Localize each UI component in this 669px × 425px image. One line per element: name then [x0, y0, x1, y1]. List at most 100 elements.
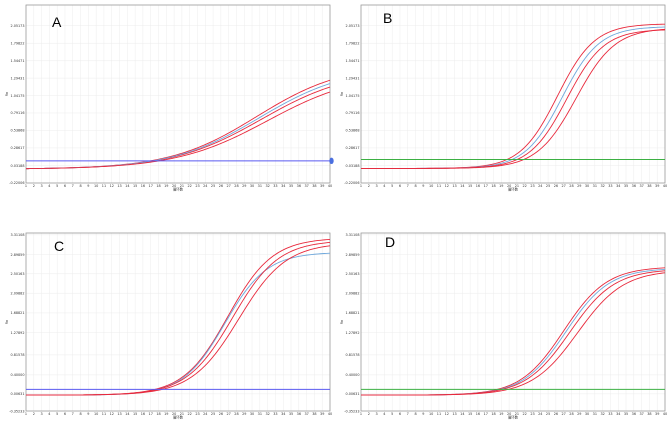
x-tick-label: 32 [600, 184, 604, 188]
panel-label-c: C [54, 238, 65, 254]
y-tick-label: 2.89859 [345, 253, 359, 257]
x-tick-label: 29 [577, 184, 581, 188]
x-tick-label: 9 [87, 412, 89, 416]
x-tick-label: 19 [499, 184, 503, 188]
x-tick-label: 2 [33, 412, 35, 416]
panel-label-b: B [383, 10, 393, 26]
amplification-curve [25, 241, 331, 396]
x-tick-label: 16 [476, 184, 480, 188]
x-tick-label: 2 [368, 412, 370, 416]
y-tick-label: 0.00631 [10, 392, 24, 396]
x-tick-label: 3 [376, 184, 378, 188]
x-tick-label: 17 [484, 412, 488, 416]
x-tick-label: 26 [219, 412, 223, 416]
x-tick-label: 8 [414, 184, 416, 188]
threshold-handle[interactable] [329, 157, 334, 165]
y-tick-label: 2.09882 [345, 291, 359, 295]
y-tick-label: 1.68821 [345, 311, 359, 315]
amplification-curve [26, 252, 331, 396]
x-tick-label: 33 [273, 412, 277, 416]
x-tick-label: 31 [258, 184, 262, 188]
x-tick-label: 11 [437, 184, 441, 188]
x-tick-label: 28 [569, 184, 573, 188]
amplification-plot-c: -0.35233 0.00631 0.40000 0.81578 1.27892 1.68… [5, 232, 332, 420]
x-tick-label: 39 [655, 412, 659, 416]
x-tick-label: 23 [195, 412, 199, 416]
x-tick-label: 25 [546, 184, 550, 188]
x-tick-label: 15 [468, 184, 472, 188]
y-tick-label: 2.50163 [10, 272, 24, 276]
x-tick-label: 6 [64, 184, 66, 188]
x-tick-label: 33 [608, 184, 612, 188]
amplification-curve [361, 267, 666, 396]
x-tick-label: 10 [94, 412, 98, 416]
y-tick-label: -0.22006 [344, 181, 359, 185]
x-tick-label: 4 [383, 412, 385, 416]
x-tick-label: 37 [304, 184, 308, 188]
x-tick-label: 36 [632, 412, 636, 416]
x-tick-label: 38 [647, 184, 651, 188]
x-tick-label: 30 [250, 184, 254, 188]
x-tick-label: 13 [117, 412, 121, 416]
x-tick-label: 31 [593, 412, 597, 416]
y-tick-label: 1.04175 [345, 94, 359, 98]
x-tick-label: 3 [41, 412, 43, 416]
x-tick-label: 12 [110, 412, 114, 416]
x-tick-label: 39 [655, 184, 659, 188]
x-tick-label: 11 [102, 412, 106, 416]
x-tick-label: 8 [79, 412, 81, 416]
x-tick-label: 28 [234, 412, 238, 416]
x-tick-label: 38 [312, 412, 316, 416]
x-tick-label: 28 [569, 412, 573, 416]
x-tick-label: 25 [211, 412, 215, 416]
y-tick-label: 2.50163 [345, 272, 359, 276]
x-tick-label: 35 [289, 412, 293, 416]
x-tick-label: 4 [48, 184, 50, 188]
x-tick-label: 7 [72, 412, 74, 416]
chart-panel-a: -0.22006 0.03188 0.28617 0.53868 0.79116 1.04… [0, 0, 334, 192]
y-tick-label: 2.09882 [10, 291, 24, 295]
x-tick-label: 28 [234, 184, 238, 188]
x-tick-label: 27 [227, 184, 231, 188]
y-tick-label: 1.27892 [10, 331, 24, 335]
y-tick-label: 1.54471 [345, 59, 359, 63]
y-tick-label: 1.29431 [345, 76, 359, 80]
y-tick-label: 0.00631 [345, 392, 359, 396]
x-axis-label: 循环数 [508, 187, 519, 192]
y-tick-label: 1.04175 [10, 94, 24, 98]
x-tick-label: 39 [320, 412, 324, 416]
amplification-plot-b: -0.22006 0.03188 0.28617 0.53868 0.79116 1.04… [340, 4, 667, 192]
x-tick-label: 13 [452, 412, 456, 416]
x-tick-label: 31 [593, 184, 597, 188]
x-tick-label: 29 [242, 412, 246, 416]
x-tick-label: 32 [600, 412, 604, 416]
x-tick-label: 27 [562, 184, 566, 188]
x-tick-label: 2 [368, 184, 370, 188]
y-axis-label: Rn [340, 92, 344, 97]
x-tick-label: 20 [172, 184, 176, 188]
y-tick-label: 2.05173 [10, 24, 24, 28]
amplification-curve [25, 245, 331, 396]
x-tick-label: 40 [328, 184, 332, 188]
x-tick-label: 30 [250, 412, 254, 416]
x-tick-label: 4 [383, 184, 385, 188]
x-tick-label: 32 [265, 184, 269, 188]
x-tick-label: 17 [149, 184, 153, 188]
x-tick-label: 15 [133, 412, 137, 416]
x-tick-label: 25 [546, 412, 550, 416]
amplification-curve [361, 23, 666, 169]
x-tick-label: 21 [180, 184, 184, 188]
x-tick-label: 35 [624, 412, 628, 416]
y-tick-label: 0.03188 [345, 164, 359, 168]
x-tick-label: 1 [360, 412, 362, 416]
y-tick-label: 0.81578 [10, 353, 24, 357]
plot-frame [25, 4, 331, 184]
x-tick-label: 24 [538, 412, 542, 416]
amplification-curve [25, 238, 331, 396]
x-tick-label: 23 [195, 184, 199, 188]
x-tick-label: 36 [297, 184, 301, 188]
x-tick-label: 20 [507, 184, 511, 188]
x-tick-label: 31 [258, 412, 262, 416]
amplification-curve [25, 86, 331, 170]
x-tick-label: 38 [312, 184, 316, 188]
